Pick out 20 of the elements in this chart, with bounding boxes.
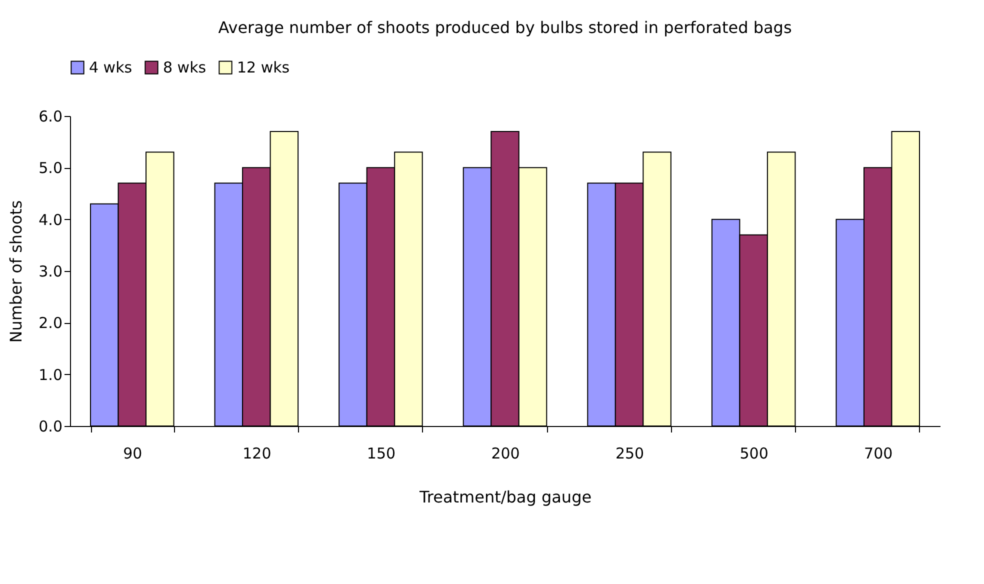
y-axis-title: Number of shoots xyxy=(6,200,26,343)
legend-label: 12 wks xyxy=(237,58,290,77)
y-tick-label: 2.0 xyxy=(38,314,62,332)
y-tick-label: 3.0 xyxy=(38,262,62,280)
x-axis-title: Treatment/bag gauge xyxy=(418,488,592,506)
y-tick-label: 6.0 xyxy=(38,108,62,126)
y-tick-label: 1.0 xyxy=(38,366,62,384)
y-tick-label: 5.0 xyxy=(38,159,62,178)
x-tick-label: 200 xyxy=(491,444,520,462)
y-tick-label: 4.0 xyxy=(38,210,62,229)
x-tick-label: 500 xyxy=(740,444,768,462)
y-tick-label: 0.0 xyxy=(38,418,62,436)
legend-label: 8 wks xyxy=(163,58,206,77)
x-tick-label: 700 xyxy=(864,444,893,462)
chart-title: Average number of shoots produced by bulbs stored in perforated bags xyxy=(218,18,792,37)
x-tick-label: 250 xyxy=(615,444,644,462)
x-tick-label: 90 xyxy=(123,444,142,462)
x-tick-label: 120 xyxy=(242,444,272,462)
legend-label: 4 wks xyxy=(89,58,132,77)
x-tick-label: 150 xyxy=(366,444,396,462)
